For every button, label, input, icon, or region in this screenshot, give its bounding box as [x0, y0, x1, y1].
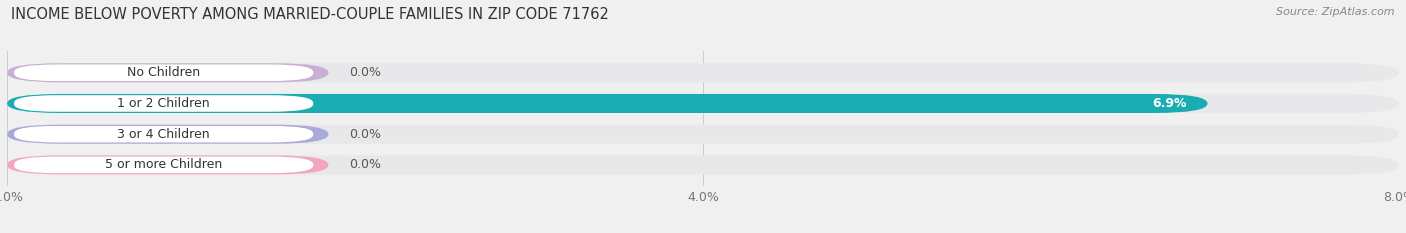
FancyBboxPatch shape — [7, 155, 329, 175]
FancyBboxPatch shape — [14, 65, 314, 81]
FancyBboxPatch shape — [7, 94, 1208, 113]
Text: 5 or more Children: 5 or more Children — [105, 158, 222, 171]
FancyBboxPatch shape — [7, 94, 1399, 113]
Text: Source: ZipAtlas.com: Source: ZipAtlas.com — [1277, 7, 1395, 17]
FancyBboxPatch shape — [7, 63, 329, 82]
FancyBboxPatch shape — [14, 95, 314, 112]
FancyBboxPatch shape — [7, 63, 1399, 82]
Text: 0.0%: 0.0% — [350, 128, 381, 141]
Text: 1 or 2 Children: 1 or 2 Children — [117, 97, 209, 110]
Text: 6.9%: 6.9% — [1152, 97, 1187, 110]
Text: INCOME BELOW POVERTY AMONG MARRIED-COUPLE FAMILIES IN ZIP CODE 71762: INCOME BELOW POVERTY AMONG MARRIED-COUPL… — [11, 7, 609, 22]
Text: 0.0%: 0.0% — [350, 66, 381, 79]
FancyBboxPatch shape — [14, 126, 314, 142]
Text: No Children: No Children — [127, 66, 200, 79]
Text: 3 or 4 Children: 3 or 4 Children — [117, 128, 209, 141]
Text: 0.0%: 0.0% — [350, 158, 381, 171]
FancyBboxPatch shape — [7, 155, 1399, 175]
FancyBboxPatch shape — [7, 125, 329, 144]
FancyBboxPatch shape — [7, 125, 1399, 144]
FancyBboxPatch shape — [14, 157, 314, 173]
